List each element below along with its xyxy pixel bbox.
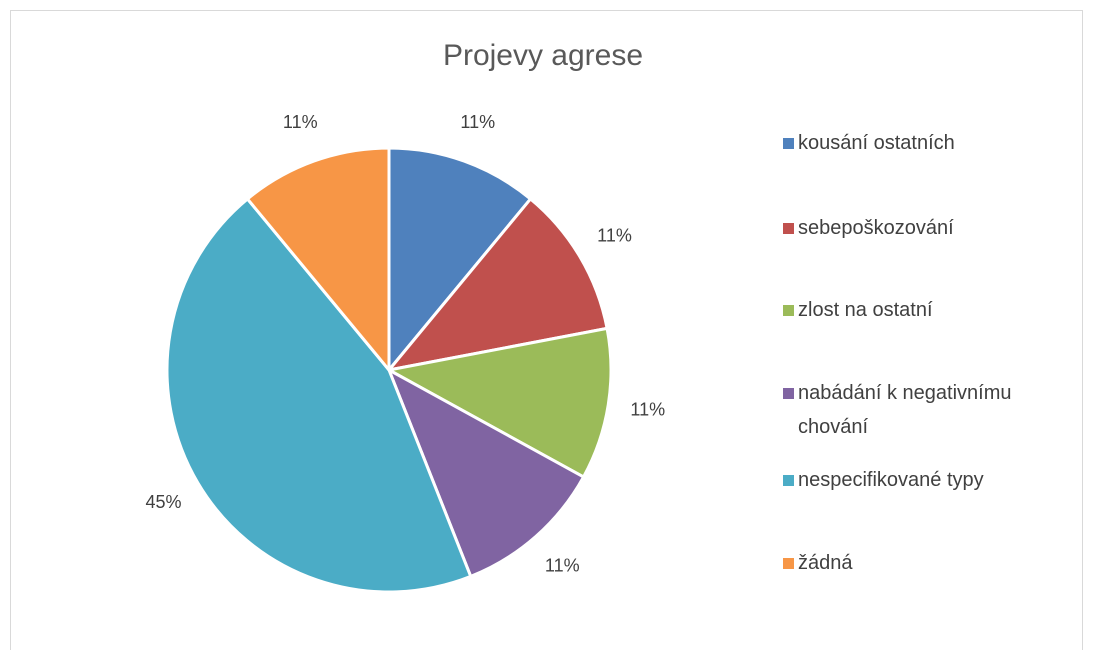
data-label: 45% (145, 492, 181, 512)
data-label: 11% (630, 400, 665, 420)
data-label: 11% (597, 225, 632, 245)
legend-label: zlost na ostatní (798, 299, 933, 321)
legend-swatch (783, 223, 794, 234)
pie-slice (385, 196, 609, 373)
pie-slice (387, 146, 533, 375)
legend-label: nabádání k negativnímu chování (798, 382, 1012, 438)
chart-title: Projevy agrese (443, 39, 643, 72)
legend-swatch (783, 388, 794, 399)
legend-label: sebepoškozování (798, 217, 954, 239)
data-label: 11% (545, 555, 580, 575)
legend-label: žádná (798, 552, 853, 574)
pie-slice (245, 146, 391, 375)
legend-swatch (783, 305, 794, 316)
legend-swatch (783, 558, 794, 569)
pie-slice (386, 366, 586, 579)
chart-border (10, 10, 1083, 650)
data-label: 11% (460, 112, 495, 132)
data-label: 11% (283, 112, 318, 132)
legend-label: nespecifikované typy (798, 469, 984, 491)
pie-slice (165, 196, 473, 594)
legend-swatch (783, 475, 794, 486)
legend-swatch (783, 138, 794, 149)
legend-label: kousání ostatních (798, 132, 955, 154)
pie-slice (384, 326, 613, 479)
